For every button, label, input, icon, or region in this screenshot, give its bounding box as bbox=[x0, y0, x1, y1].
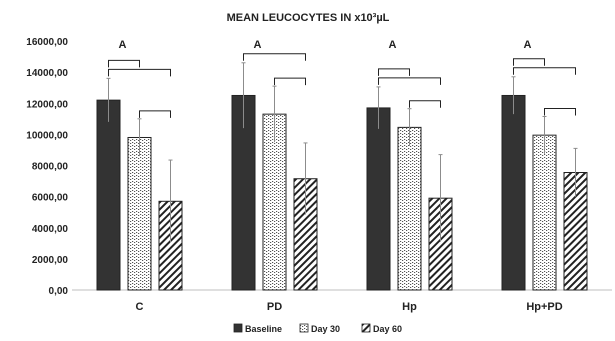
y-axis: 0,00 2000,00 4000,00 6000,00 8000,00 10000,00… bbox=[26, 37, 68, 297]
bar bbox=[96, 99, 121, 291]
chart-title: MEAN LEUCOCYTES IN x10³µL bbox=[227, 12, 390, 24]
x-tick-label: C bbox=[136, 301, 144, 313]
x-tick-label: Hp+PD bbox=[526, 301, 562, 313]
legend-label: Day 30 bbox=[311, 324, 340, 334]
y-tick-label: 12000,00 bbox=[26, 99, 68, 110]
y-tick-label: 14000,00 bbox=[26, 68, 68, 79]
significance-bracket bbox=[139, 110, 171, 118]
significance-bracket bbox=[243, 53, 306, 61]
significance-brackets bbox=[108, 53, 576, 118]
significance-bracket bbox=[378, 68, 410, 76]
y-tick-label: 2000,00 bbox=[32, 255, 69, 266]
bar bbox=[127, 136, 152, 291]
legend-swatch bbox=[299, 323, 309, 333]
significance-bracket bbox=[108, 59, 140, 68]
y-tick-label: 10000,00 bbox=[26, 130, 68, 141]
significance-bracket bbox=[513, 58, 545, 66]
legend: Baseline Day 30 Day 60 bbox=[233, 323, 402, 334]
y-tick-label: 8000,00 bbox=[32, 162, 69, 173]
significance-bracket bbox=[378, 77, 441, 85]
y-tick-label: 0,00 bbox=[49, 286, 69, 297]
group-annotation: A bbox=[524, 39, 532, 51]
y-tick-label: 16000,00 bbox=[26, 37, 68, 48]
legend-label: Day 60 bbox=[373, 324, 402, 334]
bar bbox=[501, 94, 526, 291]
x-tick-label: PD bbox=[267, 301, 282, 313]
bar bbox=[397, 126, 422, 291]
x-tick-label: Hp bbox=[402, 301, 417, 313]
significance-bracket bbox=[513, 67, 576, 75]
y-tick-label: 6000,00 bbox=[32, 193, 69, 204]
group-annotation: A bbox=[389, 39, 397, 51]
error-bars bbox=[106, 62, 578, 243]
legend-swatch bbox=[361, 323, 371, 333]
significance-bracket bbox=[274, 77, 306, 86]
bar bbox=[532, 134, 557, 291]
group-annotation: A bbox=[254, 39, 262, 51]
significance-bracket bbox=[409, 100, 441, 108]
legend-swatch bbox=[233, 323, 243, 333]
significance-bracket bbox=[544, 107, 576, 116]
x-axis: C PD Hp Hp+PD bbox=[72, 289, 612, 313]
y-tick-label: 4000,00 bbox=[32, 224, 69, 235]
group-annotation: A bbox=[119, 39, 127, 51]
significance-bracket bbox=[108, 68, 171, 77]
legend-label: Baseline bbox=[245, 324, 282, 334]
bar bbox=[366, 107, 391, 291]
